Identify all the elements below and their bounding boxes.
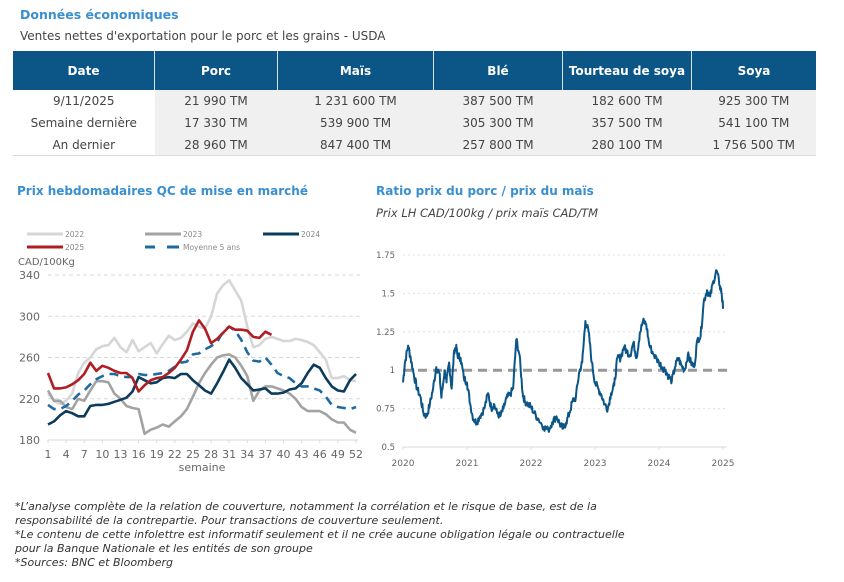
legend-label: 2023 bbox=[183, 230, 202, 239]
cell-soya: 925 300 TM bbox=[691, 90, 816, 112]
column-header-soya: Soya bbox=[691, 51, 816, 90]
ratio-chart-title: Ratio prix du porc / prix du maïs bbox=[376, 184, 594, 198]
cell-soya: 541 100 TM bbox=[691, 112, 816, 134]
legend-label: 2025 bbox=[65, 243, 84, 252]
x-tick-label: 2020 bbox=[392, 459, 415, 469]
y-axis-label: CAD/100Kg bbox=[18, 257, 75, 268]
table-row: An dernier 28 960 TM 847 400 TM 257 800 … bbox=[13, 134, 816, 156]
series-line-2022 bbox=[47, 278, 357, 406]
y-tick-label: 1 bbox=[390, 366, 395, 376]
table-subtitle: Ventes nettes d'exportation pour le porc… bbox=[20, 29, 386, 43]
y-tick-label: 300 bbox=[19, 310, 40, 323]
x-tick-label: 34 bbox=[240, 448, 254, 461]
column-header-mais: Maïs bbox=[277, 51, 434, 90]
x-tick-label: 40 bbox=[277, 448, 291, 461]
cell-date: Semaine dernière bbox=[13, 112, 155, 134]
cell-ble: 257 800 TM bbox=[433, 134, 563, 156]
note-line: *L’analyse complète de la relation de co… bbox=[15, 500, 597, 513]
x-tick-label: 2022 bbox=[520, 459, 543, 469]
cell-tourteau: 357 500 TM bbox=[562, 112, 692, 134]
column-header-ble: Blé bbox=[433, 51, 563, 90]
x-tick-label: 2023 bbox=[584, 459, 607, 469]
cell-ble: 305 300 TM bbox=[433, 112, 563, 134]
note-line: *Le contenu de cette infolettre est info… bbox=[15, 528, 625, 541]
y-tick-label: 180 bbox=[19, 434, 40, 447]
ratio-chart-subtitle: Prix LH CAD/100kg / prix maïs CAD/TM bbox=[376, 206, 599, 220]
legend-label: 2022 bbox=[65, 230, 84, 239]
weekly-price-chart-title: Prix hebdomadaires QC de mise en marché bbox=[17, 184, 308, 198]
x-tick-label: 13 bbox=[113, 448, 127, 461]
x-tick-label: 25 bbox=[186, 448, 200, 461]
page-title: Données économiques bbox=[20, 7, 179, 22]
note-line: *Sources: BNC et Bloomberg bbox=[15, 556, 174, 569]
x-tick-label: 52 bbox=[349, 448, 363, 461]
y-tick-label: 220 bbox=[19, 393, 40, 406]
table-row: Semaine dernière 17 330 TM 539 900 TM 30… bbox=[13, 112, 816, 134]
x-tick-label: 28 bbox=[204, 448, 218, 461]
x-tick-label: 49 bbox=[331, 448, 345, 461]
cell-ble: 387 500 TM bbox=[433, 90, 563, 112]
x-tick-label: 43 bbox=[295, 448, 309, 461]
cell-porc: 21 990 TM bbox=[154, 90, 278, 112]
disclaimer-notes: *L’analyse complète de la relation de co… bbox=[15, 500, 625, 570]
cell-mais: 847 400 TM bbox=[277, 134, 434, 156]
x-tick-label: 22 bbox=[168, 448, 182, 461]
y-tick-label: 1.75 bbox=[376, 251, 395, 261]
cell-mais: 539 900 TM bbox=[277, 112, 434, 134]
x-tick-label: 16 bbox=[132, 448, 146, 461]
cell-mais: 1 231 600 TM bbox=[277, 90, 434, 112]
legend-label: 2024 bbox=[301, 230, 320, 239]
cell-tourteau: 182 600 TM bbox=[562, 90, 692, 112]
y-tick-label: 0.5 bbox=[381, 443, 395, 453]
ratio-chart: 0.5 0.75 1 1.25 1.5 1.75 2020 2021 2022 2023 2024 2… bbox=[376, 251, 735, 469]
cell-porc: 28 960 TM bbox=[154, 134, 278, 156]
column-header-porc: Porc bbox=[154, 51, 278, 90]
cell-porc: 17 330 TM bbox=[154, 112, 278, 134]
column-header-date: Date bbox=[13, 51, 155, 90]
x-tick-label: 2025 bbox=[712, 459, 735, 469]
y-tick-label: 260 bbox=[19, 352, 40, 365]
table-header-row: Date Porc Maïs Blé Tourteau de soya Soya bbox=[13, 51, 816, 90]
column-header-tourteau: Tourteau de soya bbox=[562, 51, 692, 90]
note-line: responsabilité de la contrepartie. Pour … bbox=[15, 514, 444, 527]
x-tick-label: 10 bbox=[95, 448, 109, 461]
series-line-2024 bbox=[47, 358, 357, 426]
x-tick-label: 2021 bbox=[456, 459, 479, 469]
cell-soya: 1 756 500 TM bbox=[691, 134, 816, 156]
table-row: 9/11/2025 21 990 TM 1 231 600 TM 387 500… bbox=[13, 90, 816, 112]
x-tick-label: 1 bbox=[45, 448, 52, 461]
x-tick-label: 46 bbox=[313, 448, 327, 461]
cell-date: 9/11/2025 bbox=[13, 90, 155, 112]
x-axis-label: semaine bbox=[179, 461, 226, 474]
series-line-2025 bbox=[46, 319, 273, 393]
note-line: pour la Banque Nationale et les entités … bbox=[15, 542, 313, 555]
y-tick-label: 340 bbox=[19, 269, 40, 282]
x-tick-label: 2024 bbox=[648, 459, 671, 469]
y-tick-label: 1.5 bbox=[381, 289, 395, 299]
x-tick-label: 7 bbox=[81, 448, 88, 461]
cell-date: An dernier bbox=[13, 134, 155, 156]
x-tick-label: 19 bbox=[150, 448, 164, 461]
x-tick-label: 31 bbox=[222, 448, 236, 461]
legend-label: Moyenne 5 ans bbox=[183, 243, 240, 252]
cell-tourteau: 280 100 TM bbox=[562, 134, 692, 156]
series-line-2023 bbox=[46, 353, 357, 436]
y-tick-label: 0.75 bbox=[376, 405, 395, 415]
x-tick-label: 37 bbox=[258, 448, 272, 461]
series-line-ratio bbox=[402, 269, 724, 433]
x-tick-label: 4 bbox=[63, 448, 70, 461]
series-line-moyenne-5-ans bbox=[47, 325, 357, 411]
export-sales-table: Date Porc Maïs Blé Tourteau de soya Soya… bbox=[13, 51, 816, 156]
y-tick-label: 1.25 bbox=[376, 328, 395, 338]
weekly-price-chart: 2022 2023 2024 2025 Moyenne 5 ans CAD/100Kg 18… bbox=[18, 230, 363, 474]
